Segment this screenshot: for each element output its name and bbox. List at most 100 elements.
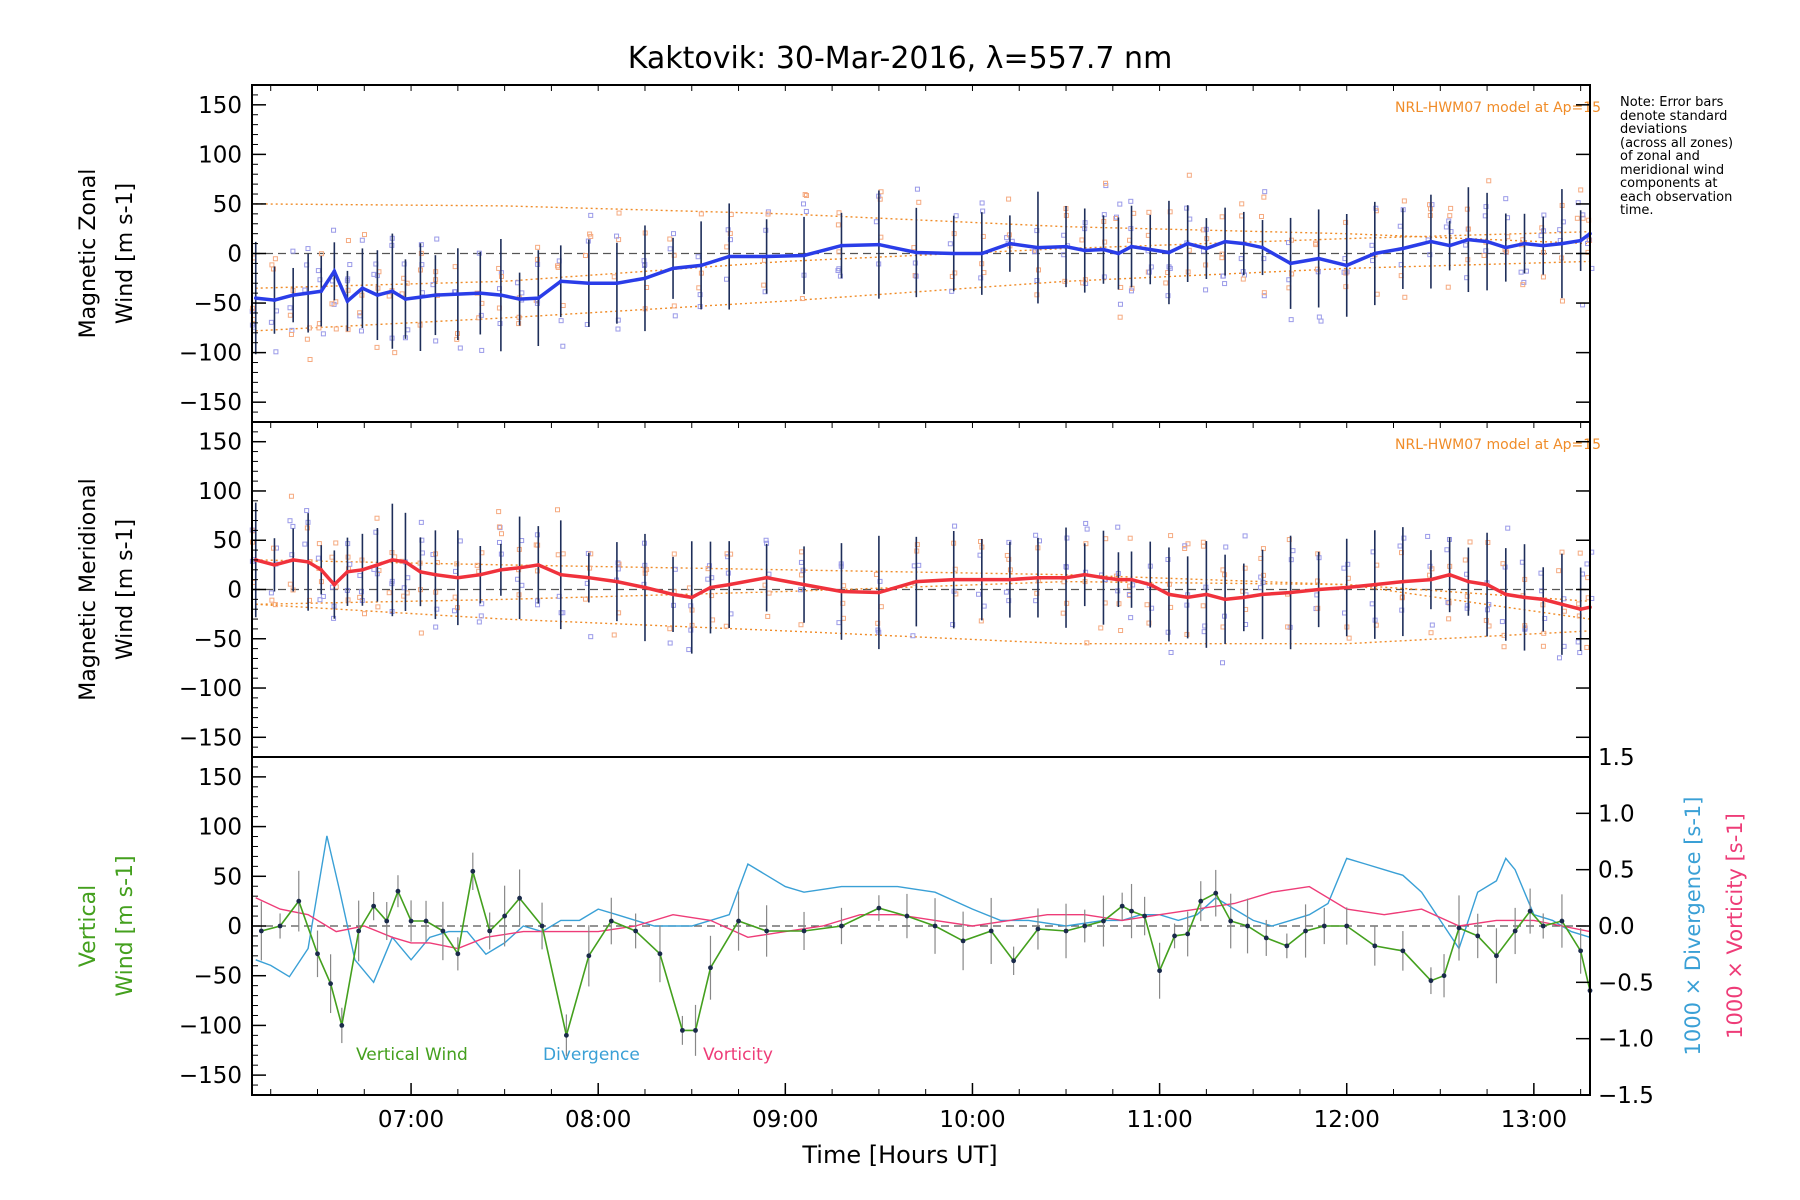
zone-sample: [1313, 240, 1319, 246]
zone-sample: [1203, 287, 1209, 293]
zone-sample: [1401, 198, 1407, 204]
zone-sample: [1538, 570, 1544, 576]
zone-sample: [614, 233, 620, 239]
zone-sample: [582, 596, 588, 602]
zone-sample: [498, 531, 504, 537]
zone-sample: [1446, 616, 1452, 622]
zone-sample: [1034, 228, 1040, 234]
x-tick-label: 11:00: [1126, 1107, 1192, 1133]
zone-sample: [287, 312, 293, 318]
data-point: [1527, 908, 1533, 914]
y-tick-label: 0: [227, 242, 242, 268]
zone-sample: [497, 525, 503, 531]
zone-sample: [981, 603, 987, 609]
zone-sample: [269, 262, 275, 268]
data-point: [1512, 928, 1518, 934]
data-point: [1401, 246, 1405, 251]
data-point: [1260, 245, 1265, 250]
zone-sample: [1084, 640, 1090, 646]
zone-sample: [307, 356, 313, 362]
zone-sample: [799, 296, 805, 302]
data-point: [1119, 903, 1125, 909]
zone-sample: [1503, 196, 1509, 202]
zone-sample: [1369, 601, 1375, 607]
zone-sample: [418, 519, 424, 525]
zone-sample: [1346, 635, 1352, 641]
data-point: [433, 293, 438, 297]
mean-wind-line: [255, 558, 1591, 611]
legend-vorticity: Vorticity: [703, 1045, 773, 1065]
data-point: [1344, 263, 1349, 268]
zone-sample: [496, 539, 502, 545]
zone-sample: [1483, 204, 1489, 210]
left-axis-title-line: Magnetic Meridional: [76, 478, 101, 700]
zone-sample: [1425, 533, 1431, 539]
data-point: [339, 1023, 345, 1028]
data-point: [296, 898, 302, 904]
zone-sample: [534, 568, 540, 574]
data-point: [951, 577, 956, 582]
zone-sample: [1200, 543, 1206, 549]
left-axis-title-line: Wind [m s-1]: [113, 519, 138, 660]
zone-sample: [392, 554, 398, 560]
zone-sample: [1577, 650, 1583, 656]
data-point: [1372, 943, 1378, 949]
zone-sample: [916, 562, 922, 568]
zone-sample: [1261, 293, 1267, 299]
vorticity-line: [255, 885, 1591, 950]
zone-sample: [1399, 607, 1405, 613]
zone-sample: [1561, 608, 1567, 614]
data-point: [839, 243, 844, 248]
zone-sample: [1130, 582, 1136, 588]
data-point: [951, 251, 956, 256]
data-point: [1213, 890, 1219, 896]
zone-sample: [765, 613, 771, 619]
y-tick-label: 100: [198, 142, 242, 168]
zone-sample: [535, 244, 541, 250]
zone-sample: [1004, 235, 1010, 241]
model-curve-3: [255, 260, 1591, 332]
y-tick-label: −50: [193, 291, 242, 317]
zone-sample: [695, 254, 701, 260]
x-tick-label: 09:00: [752, 1107, 818, 1133]
x-tick-label: 10:00: [939, 1107, 1005, 1133]
divergence-line: [255, 835, 1591, 984]
data-point: [1447, 243, 1452, 248]
zone-sample: [1443, 224, 1449, 230]
zone-sample: [1103, 536, 1109, 542]
data-point: [980, 251, 984, 256]
zone-sample: [671, 252, 677, 258]
zone-sample: [1060, 610, 1066, 616]
zone-sample: [358, 328, 364, 334]
data-point: [708, 965, 713, 971]
data-point: [1541, 597, 1546, 602]
zone-sample: [671, 231, 677, 237]
zone-sample: [333, 540, 339, 546]
zone-sample: [588, 634, 594, 640]
zone-sample: [698, 211, 704, 217]
zone-sample: [1578, 187, 1584, 193]
model-curve-3: [255, 603, 1591, 645]
data-point: [727, 254, 731, 259]
zone-sample: [588, 233, 594, 239]
data-point: [1578, 948, 1584, 954]
zone-sample: [496, 265, 502, 271]
data-point: [1082, 923, 1088, 929]
zone-sample: [457, 345, 463, 351]
data-point: [563, 1032, 569, 1038]
data-point: [1494, 953, 1499, 959]
model-curve-1: [255, 203, 1591, 245]
zone-sample: [1343, 270, 1349, 276]
zone-sample: [1556, 655, 1562, 661]
data-point: [371, 903, 377, 909]
data-point: [1503, 592, 1508, 597]
data-point: [1101, 247, 1106, 252]
zone-sample: [1341, 565, 1347, 571]
data-point: [876, 905, 882, 911]
zone-sample: [672, 313, 678, 319]
data-point: [1429, 239, 1433, 244]
zone-sample: [800, 567, 806, 573]
zone-sample: [269, 597, 275, 603]
y-tick-label: −150: [179, 725, 242, 751]
